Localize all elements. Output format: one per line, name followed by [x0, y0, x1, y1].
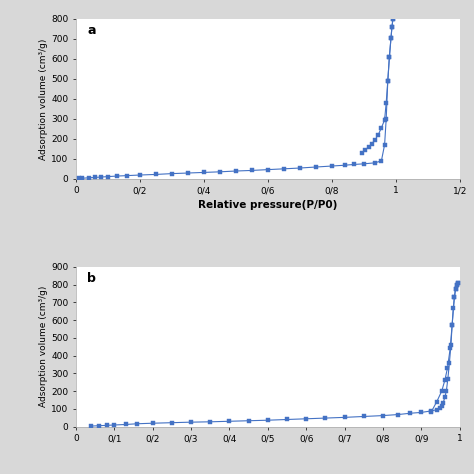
- Y-axis label: Adsorption volume (cm³/g): Adsorption volume (cm³/g): [39, 286, 48, 407]
- Y-axis label: Adsorption volume (cm³/g): Adsorption volume (cm³/g): [39, 38, 48, 160]
- Text: a: a: [87, 24, 96, 37]
- X-axis label: Relative pressure(P/P0): Relative pressure(P/P0): [198, 200, 337, 210]
- Text: b: b: [87, 272, 96, 284]
